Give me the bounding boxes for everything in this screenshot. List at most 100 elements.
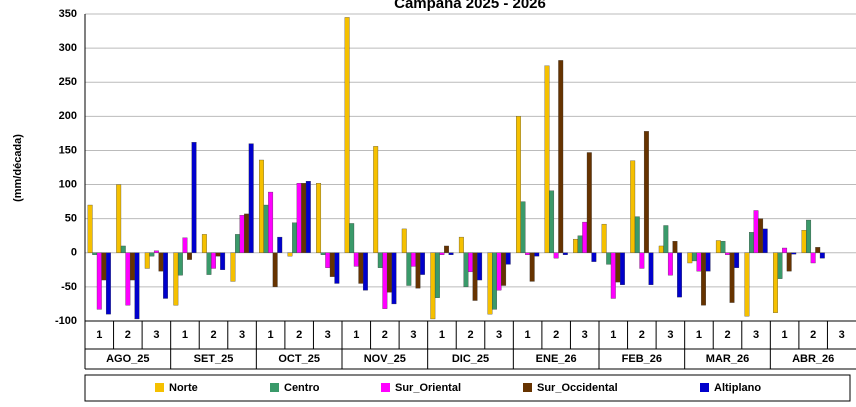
bar: [562, 252, 568, 255]
bar: [643, 131, 649, 253]
bar: [268, 191, 274, 253]
bar: [749, 232, 754, 253]
legend-swatch: [523, 383, 532, 392]
bar: [639, 252, 645, 269]
x-tick-label: 1: [439, 329, 445, 341]
bar: [415, 252, 421, 289]
bar: [577, 235, 583, 253]
bar: [468, 252, 473, 273]
bar: [729, 252, 735, 303]
legend-label: Norte: [169, 382, 198, 394]
x-tick-label: 1: [268, 329, 274, 341]
bar: [362, 252, 368, 291]
x-tick-label: 1: [96, 329, 102, 341]
bar: [406, 252, 412, 286]
x-tick-label: 3: [753, 329, 759, 341]
bar: [477, 252, 483, 281]
y-tick-label: 150: [59, 144, 77, 156]
bar: [634, 216, 640, 253]
bar: [773, 252, 778, 313]
x-tick-label: 2: [810, 329, 816, 341]
group-label: OCT_25: [278, 353, 320, 365]
bar: [173, 252, 179, 306]
x-tick-label: 2: [467, 329, 473, 341]
y-tick-label: 100: [59, 178, 77, 190]
legend-label: Altiplano: [714, 382, 761, 394]
bar: [373, 146, 379, 253]
bar: [529, 252, 535, 282]
x-tick-label: 1: [610, 329, 616, 341]
bar: [696, 252, 702, 272]
bar: [211, 252, 216, 269]
bar: [87, 204, 93, 253]
bar: [296, 183, 302, 253]
x-tick-label: 2: [210, 329, 216, 341]
bar: [215, 252, 221, 257]
bar: [487, 252, 493, 315]
bar: [120, 245, 126, 253]
bar: [116, 184, 122, 253]
bar: [316, 183, 322, 253]
bar: [516, 116, 521, 253]
bar: [758, 218, 764, 253]
y-tick-label: -50: [61, 281, 77, 293]
x-tick-label: 1: [525, 329, 531, 341]
legend-swatch: [381, 383, 390, 392]
bar: [753, 210, 759, 253]
y-tick-label: 300: [59, 42, 77, 54]
bar: [505, 252, 511, 265]
bar: [691, 252, 697, 262]
x-tick-label: 2: [639, 329, 645, 341]
bar: [187, 252, 192, 260]
bar: [125, 252, 131, 306]
bar: [329, 252, 335, 277]
bar: [601, 223, 607, 253]
bar: [325, 252, 331, 268]
bar: [630, 160, 636, 253]
group-label: MAR_26: [706, 353, 749, 365]
x-tick-label: 3: [410, 329, 416, 341]
legend-swatch: [270, 383, 279, 392]
bar: [163, 252, 168, 299]
y-tick-label: 250: [59, 76, 77, 88]
bar: [149, 252, 155, 257]
bar: [496, 252, 502, 291]
bar: [301, 183, 307, 253]
bar: [777, 252, 783, 279]
x-tick-label: 3: [667, 329, 673, 341]
bar: [663, 225, 669, 253]
group-label: ABR_26: [792, 353, 834, 365]
x-tick-label: 3: [582, 329, 588, 341]
legend-swatch: [700, 383, 709, 392]
x-tick-label: 2: [553, 329, 559, 341]
bar: [544, 65, 550, 253]
bar: [705, 252, 711, 272]
bar: [573, 238, 579, 253]
bar: [615, 252, 621, 283]
legend-label: Sur_Oriental: [395, 382, 461, 394]
bar: [191, 142, 197, 253]
bar: [520, 201, 526, 253]
legend-swatch: [155, 383, 164, 392]
x-tick-label: 1: [353, 329, 359, 341]
group-label: SET_25: [194, 353, 234, 365]
bar: [586, 152, 592, 253]
bar: [144, 252, 150, 269]
legend-label: Centro: [284, 382, 320, 394]
bar: [744, 252, 750, 317]
x-tick-label: 3: [153, 329, 159, 341]
bar: [235, 234, 240, 253]
bar: [762, 228, 768, 253]
bar: [101, 252, 107, 281]
x-tick-label: 1: [182, 329, 188, 341]
bar: [263, 204, 269, 253]
bar: [715, 240, 721, 253]
y-axis-label: (mm/década): [12, 134, 24, 202]
bar: [819, 252, 825, 259]
group-label: ENE_26: [536, 353, 577, 365]
bar: [720, 241, 726, 253]
bar: [391, 252, 397, 305]
bar: [448, 252, 454, 255]
x-tick-label: 1: [696, 329, 702, 341]
